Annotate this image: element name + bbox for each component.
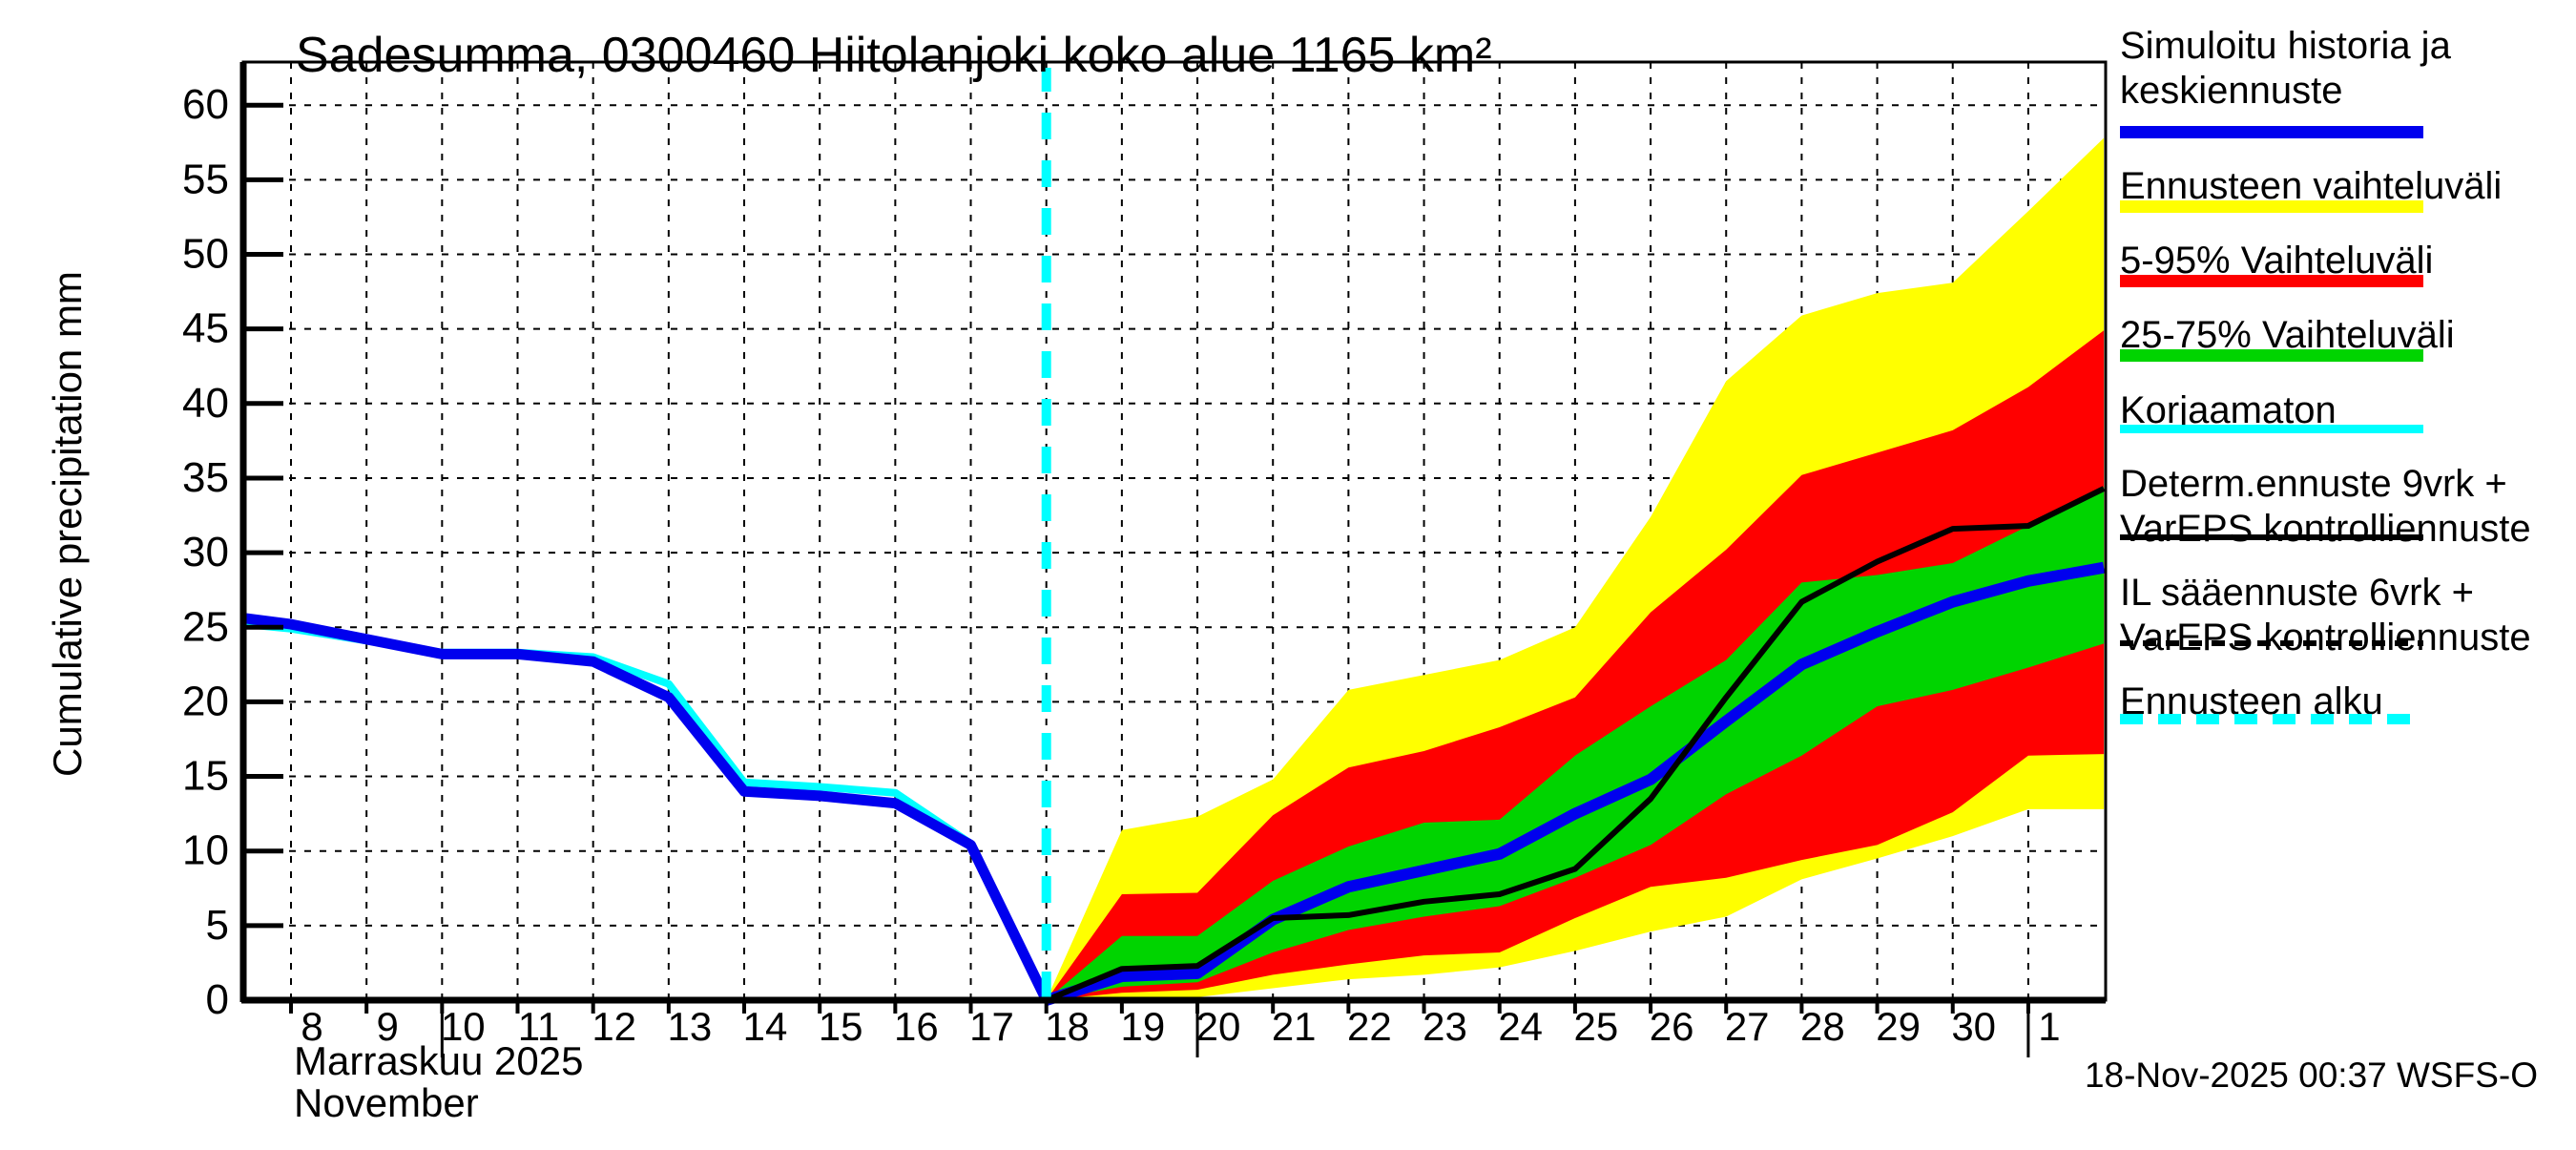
line-determ-forecast [1045,486,2106,1003]
x-tick-label: 11 [518,1004,560,1049]
y-tick-label: 5 [206,902,229,949]
legend-swatch-range-5-95 [2120,275,2423,287]
x-axis-month-label-fi: Marraskuu 2025 [294,1038,584,1083]
x-tick-label: 13 [668,1004,713,1049]
y-tick-label: 25 [182,603,229,650]
line-simulated-history [244,613,1051,1003]
legend-swatch-il-weather-forecast [2120,640,2423,646]
legend-label-range-25-75: 25-75% Vaihteluväli [2120,314,2455,356]
y-tick-label: 55 [182,156,229,202]
y-tick-label: 50 [182,231,229,278]
y-tick-label: 60 [182,81,229,128]
legend-label-determ-forecast: Determ.ennuste 9vrk + VarEPS kontrollienn… [2120,463,2531,550]
x-tick-label: 18 [1045,1004,1090,1049]
y-tick-label: 0 [206,976,229,1023]
y-tick-label: 45 [182,305,229,352]
band-5-95-red [1046,330,2105,1000]
y-axis-label: Cumulative precipitation mm [45,271,90,777]
y-tick-label: 10 [182,827,229,874]
x-tick-label: 26 [1650,1004,1694,1049]
x-tick-label: 30 [1951,1004,1996,1049]
legend-label-il-weather-forecast: IL sääennuste 6vrk + VarEPS kontrolliennu… [2120,572,2531,659]
y-tick-label: 30 [182,529,229,575]
x-tick-label: 22 [1347,1004,1392,1049]
x-tick-label: 24 [1498,1004,1543,1049]
y-tick-label: 35 [182,454,229,501]
x-tick-label: 15 [819,1004,863,1049]
x-tick-label: 28 [1800,1004,1845,1049]
legend-swatch-determ-forecast [2120,534,2423,540]
legend-swatch-forecast-start [2120,714,2423,724]
x-tick-label: 16 [894,1004,939,1049]
band-25-75-green [1046,487,2105,1000]
x-tick-label: 14 [743,1004,788,1049]
timestamp-watermark: 18-Nov-2025 00:37 WSFS-O [2084,1056,2538,1095]
legend-swatch-range-25-75 [2120,349,2423,362]
line-forecast-median [1044,561,2106,1006]
x-tick-label: 25 [1574,1004,1619,1049]
legend-label-range-5-95: 5-95% Vaihteluväli [2120,240,2434,282]
x-tick-label: 8 [301,1004,322,1049]
x-tick-label: 17 [969,1004,1014,1049]
legend-label-uncorrected: Korjaamaton [2120,389,2337,431]
x-tick-label: 12 [592,1004,636,1049]
x-axis-month-label-en: November [294,1080,479,1125]
legend-swatch-simulated-history [2120,126,2423,138]
y-tick-label: 15 [182,753,229,800]
x-tick-label: 29 [1876,1004,1921,1049]
chart-title: Sadesumma, 0300460 Hiitolanjoki koko alu… [296,28,1492,83]
legend-swatch-forecast-range [2120,200,2423,213]
x-tick-label: 1 [2038,1004,2060,1049]
x-tick-label: 23 [1423,1004,1467,1049]
x-tick-label: 19 [1121,1004,1166,1049]
x-tick-label: 21 [1272,1004,1317,1049]
x-tick-label: 20 [1196,1004,1241,1049]
legend-label-forecast-range: Ennusteen vaihteluväli [2120,165,2503,207]
x-tick-label: 27 [1725,1004,1770,1049]
y-tick-label: 20 [182,678,229,724]
legend-swatch-uncorrected [2120,425,2423,433]
x-tick-label: 9 [377,1004,399,1049]
y-tick-label: 40 [182,380,229,427]
legend-label-simulated-history: Simuloitu historia ja keskiennuste [2120,25,2451,112]
x-tick-label: 10 [441,1004,486,1049]
